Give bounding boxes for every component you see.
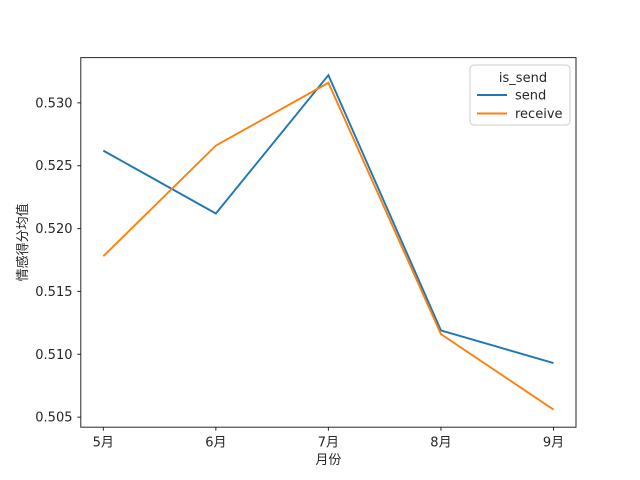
line-send	[102, 73, 554, 364]
x-tick-label: 5月	[93, 436, 114, 451]
series-layer	[102, 73, 555, 411]
x-tick-label: 9月	[543, 436, 564, 451]
y-axis-label: 情感得分均值	[15, 203, 31, 281]
legend-entry-receive: receive	[477, 107, 563, 122]
plot-spines	[80, 57, 577, 428]
legend-title: is_send	[499, 71, 547, 86]
legend-label-receive: receive	[515, 107, 563, 122]
legend-label-send: send	[515, 89, 546, 104]
y-tick-label: 0.510	[35, 348, 72, 363]
line-receive	[102, 81, 555, 411]
x-tick-label: 6月	[205, 436, 226, 451]
y-tick-label: 0.530	[35, 96, 72, 111]
ticks-layer: 5月 6月 7月 8月 9月 0.505 0.510 0.515 0.520 0.525 0.530	[35, 96, 564, 450]
y-tick-label: 0.505	[35, 411, 72, 426]
x-tick-label: 7月	[318, 436, 339, 451]
legend: is_send send receive	[469, 64, 571, 126]
x-tick-label: 8月	[430, 436, 451, 451]
y-tick-label: 0.520	[35, 222, 72, 237]
legend-entry-send: send	[477, 89, 546, 104]
y-tick-label: 0.515	[35, 285, 72, 300]
x-axis-label: 月份	[315, 453, 341, 468]
y-tick-label: 0.525	[35, 159, 72, 174]
legend-frame	[469, 64, 571, 126]
